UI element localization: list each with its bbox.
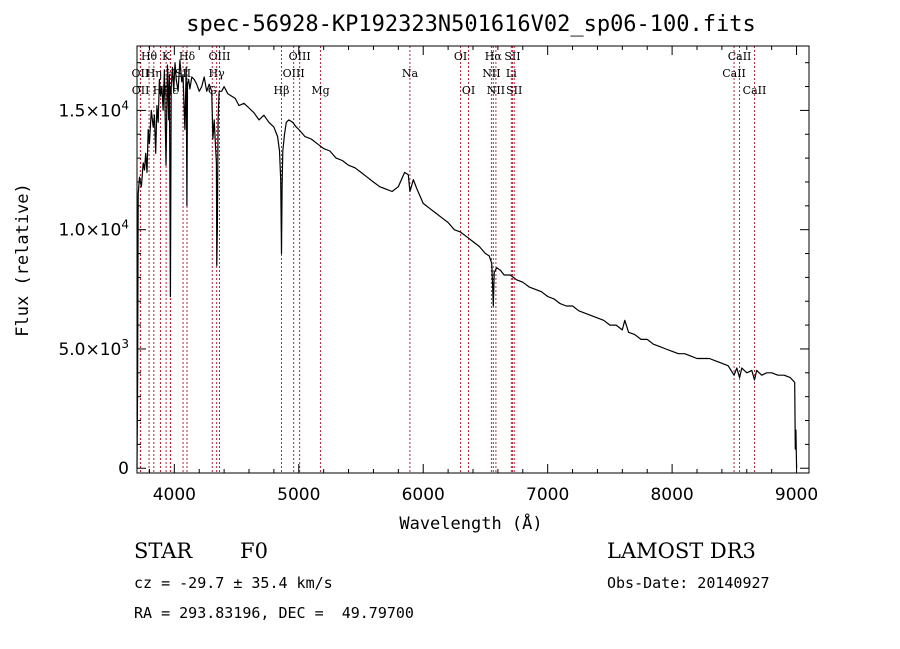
y-axis-ticks: 0 5.0×103 1.0×104 1.5×104 bbox=[58, 62, 809, 479]
spectral-line-label: NII bbox=[487, 84, 505, 97]
chart-title: spec-56928-KP192323N501616V02_sp06-100.f… bbox=[186, 12, 756, 37]
x-tick-label: 5000 bbox=[277, 485, 320, 505]
spectral-line-label: Hγ bbox=[209, 67, 226, 80]
spectral-line-label: Li bbox=[506, 67, 517, 80]
y-axis-label: Flux (relative) bbox=[13, 183, 33, 337]
object-type: STAR bbox=[134, 539, 193, 563]
series-layer bbox=[136, 59, 798, 469]
coordinates: RA = 293.83196, DEC = 49.79700 bbox=[134, 604, 414, 622]
x-axis-label: Wavelength (Å) bbox=[399, 512, 542, 534]
x-tick-label: 6000 bbox=[402, 485, 445, 505]
spectral-line-markers bbox=[139, 46, 755, 473]
spectral-line-label: G bbox=[208, 84, 217, 97]
spectral-line-label: OI bbox=[454, 50, 467, 63]
spectral-line-label: OII bbox=[132, 67, 150, 80]
spectral-line-label: K bbox=[162, 50, 171, 63]
spectral-line-label: NII bbox=[482, 67, 500, 80]
spectral-line-label: OIII bbox=[283, 67, 305, 80]
x-tick-label: 7000 bbox=[526, 485, 569, 505]
x-axis-ticks: 4000 5000 6000 7000 8000 9000 bbox=[148, 46, 818, 505]
spectral-line-label: Mg bbox=[311, 84, 329, 97]
redshift-velocity: cz = -29.7 ± 35.4 km/s bbox=[134, 574, 333, 592]
spectral-line-label: CaII bbox=[722, 67, 746, 80]
spectral-line-label: Hη bbox=[146, 67, 162, 80]
y-tick-label: 0 bbox=[118, 459, 129, 479]
spectrum-line bbox=[136, 59, 798, 469]
spectral-line-label: SII bbox=[175, 67, 191, 80]
y-tick-label: 1.5×104 bbox=[58, 98, 129, 121]
plot-frame bbox=[136, 45, 810, 474]
spectral-line-label: CaII bbox=[743, 84, 767, 97]
spectral-line-label: CaII bbox=[728, 50, 752, 63]
spectral-line-label: OIII bbox=[289, 50, 311, 63]
y-tick-label: 5.0×103 bbox=[58, 337, 129, 360]
spectral-line-label: SII bbox=[504, 50, 520, 63]
spectral-line-label: Hθ bbox=[141, 50, 158, 63]
y-tick-label: 1.0×104 bbox=[58, 218, 129, 241]
spectral-line-label: SII bbox=[506, 84, 522, 97]
spectral-line-label: Hα bbox=[485, 50, 503, 63]
spectral-line-label: OII bbox=[132, 84, 150, 97]
spectral-line-label: Na bbox=[402, 67, 419, 80]
observation-date: Obs-Date: 20140927 bbox=[607, 574, 770, 592]
spectral-line-label: Hδ bbox=[179, 50, 196, 63]
spectral-line-label: Hβ bbox=[274, 84, 290, 97]
spectral-line-label: H bbox=[166, 67, 176, 80]
survey-name: LAMOST DR3 bbox=[607, 539, 756, 563]
spectral-subclass: F0 bbox=[240, 539, 268, 563]
spectral-line-label: OIII bbox=[208, 50, 230, 63]
spectral-line-label: OI bbox=[462, 84, 475, 97]
spectral-line-label: Hε bbox=[163, 84, 179, 97]
x-tick-label: 8000 bbox=[650, 485, 693, 505]
x-tick-label: 4000 bbox=[153, 485, 196, 505]
x-tick-label: 9000 bbox=[775, 485, 818, 505]
spectral-line-label: Hζ bbox=[153, 84, 169, 97]
